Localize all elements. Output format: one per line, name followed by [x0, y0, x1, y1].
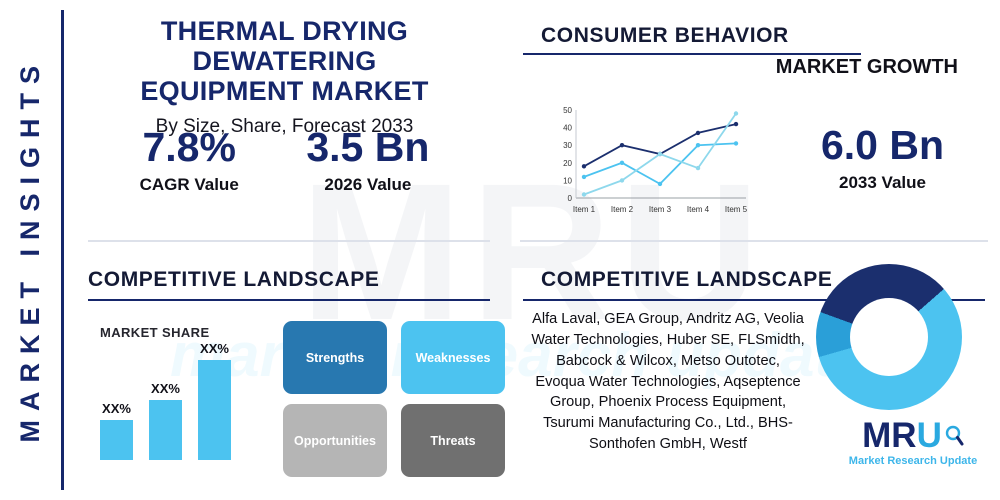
magnifier-icon [945, 425, 964, 445]
mru-logo: MRU Market Research Update [836, 418, 990, 467]
horizontal-divider-left [88, 240, 490, 242]
consumer-behavior-heading: CONSUMER BEHAVIOR [541, 24, 789, 47]
key-stats: 7.8% CAGR Value 3.5 Bn 2026 Value [72, 124, 497, 195]
competitive-landscape-right-heading: COMPETITIVE LANDSCAPE [541, 268, 833, 291]
market-insights-label: MARKET INSIGHTS [14, 57, 45, 443]
svg-text:20: 20 [563, 159, 572, 168]
svg-text:Item 3: Item 3 [649, 205, 672, 214]
company-list: Alfa Laval, GEA Group, Andritz AG, Veoli… [531, 311, 805, 453]
consumer-behavior-underline [523, 53, 861, 55]
value-2026-label: 2026 Value [324, 175, 412, 194]
market-growth-label: MARKET GROWTH [775, 56, 958, 78]
cagr-stat: 7.8% CAGR Value [140, 124, 239, 195]
value-2033: 6.0 Bn [820, 122, 945, 168]
market-share-label: MARKET SHARE [100, 325, 210, 340]
market-share-donut-chart [816, 264, 962, 410]
svg-text:50: 50 [563, 106, 572, 115]
swot-opportunities: Opportunities [283, 404, 387, 477]
svg-text:10: 10 [563, 176, 572, 185]
market-insights-rail: MARKET INSIGHTS [0, 0, 60, 500]
svg-text:40: 40 [563, 124, 572, 133]
value-2033-label: 2033 Value [839, 173, 926, 192]
competitive-landscape-left-heading: COMPETITIVE LANDSCAPE [88, 268, 380, 291]
page-title-line1: THERMAL DRYING DEWATERING [160, 16, 409, 77]
report-header: THERMAL DRYING DEWATERING EQUIPMENT MARK… [72, 16, 497, 138]
vertical-divider [61, 10, 64, 490]
donut-hole [850, 298, 928, 376]
cagr-label: CAGR Value [139, 175, 239, 194]
svg-text:Item 4: Item 4 [687, 205, 710, 214]
bar-value-label: XX% [200, 341, 229, 356]
market-growth-line-chart: 0 10 20 30 40 50 Item 1 Item 2 Item 3 Item 4 Item … [563, 106, 748, 214]
market-share-bar: XX% [100, 401, 133, 460]
svg-text:Item 2: Item 2 [611, 205, 634, 214]
swot-threats: Threats [401, 404, 505, 477]
competitive-landscape-right-underline [523, 299, 985, 301]
bar-value-label: XX% [151, 381, 180, 396]
competitive-landscape-left-underline [88, 299, 490, 301]
svg-text:0: 0 [568, 194, 573, 203]
svg-text:Item 5: Item 5 [725, 205, 748, 214]
market-share-bar: XX% [149, 381, 182, 460]
swot-weaknesses: Weaknesses [401, 321, 505, 394]
page-subtitle: By Size, Share, Forecast 2033 [155, 115, 414, 137]
bar-value-label: XX% [102, 401, 131, 416]
value-2033-stat: 6.0 Bn 2033 Value [795, 122, 970, 193]
cagr-value: 7.8% [142, 124, 236, 170]
logo-tagline: Market Research Update [848, 455, 978, 467]
horizontal-divider-right [520, 240, 988, 242]
value-2026-stat: 3.5 Bn 2026 Value [306, 124, 429, 195]
swot-grid: Strengths Weaknesses Opportunities Threa… [283, 321, 505, 477]
market-share-bar: XX% [198, 341, 231, 460]
value-2026: 3.5 Bn [306, 124, 430, 170]
swot-strengths: Strengths [283, 321, 387, 394]
svg-text:30: 30 [563, 141, 572, 150]
svg-text:Item 1: Item 1 [573, 205, 596, 214]
market-share-bar-chart: XX% XX% XX% [100, 341, 280, 460]
page-title-line2: EQUIPMENT MARKET [140, 76, 429, 107]
logo-text: MRU [862, 416, 942, 455]
